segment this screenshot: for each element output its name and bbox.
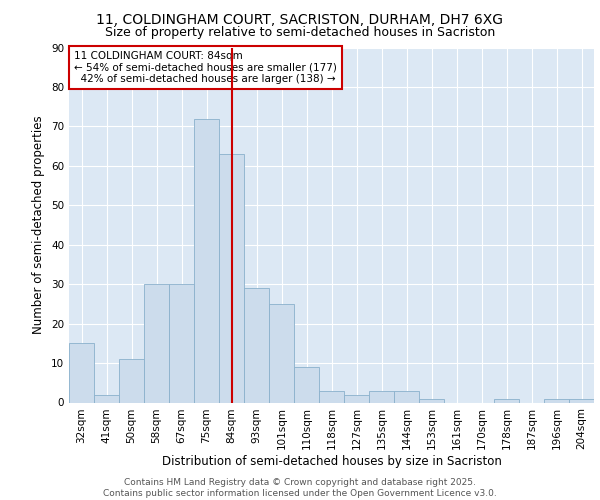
Bar [69,344,94,402]
Bar [544,398,569,402]
Bar [569,398,594,402]
Bar [344,394,369,402]
Bar [394,390,419,402]
Text: 11 COLDINGHAM COURT: 84sqm
← 54% of semi-detached houses are smaller (177)
  42%: 11 COLDINGHAM COURT: 84sqm ← 54% of semi… [74,51,337,84]
Bar [144,284,169,403]
Bar [494,398,519,402]
Bar [269,304,294,402]
Bar [94,394,119,402]
Bar [244,288,269,403]
X-axis label: Distribution of semi-detached houses by size in Sacriston: Distribution of semi-detached houses by … [161,455,502,468]
Bar [319,390,344,402]
Text: Size of property relative to semi-detached houses in Sacriston: Size of property relative to semi-detach… [105,26,495,39]
Text: 11, COLDINGHAM COURT, SACRISTON, DURHAM, DH7 6XG: 11, COLDINGHAM COURT, SACRISTON, DURHAM,… [97,12,503,26]
Bar [369,390,394,402]
Y-axis label: Number of semi-detached properties: Number of semi-detached properties [32,116,46,334]
Bar [169,284,194,403]
Bar [194,118,219,403]
Bar [419,398,444,402]
Bar [119,359,144,403]
Bar [294,367,319,402]
Text: Contains HM Land Registry data © Crown copyright and database right 2025.
Contai: Contains HM Land Registry data © Crown c… [103,478,497,498]
Bar [219,154,244,402]
